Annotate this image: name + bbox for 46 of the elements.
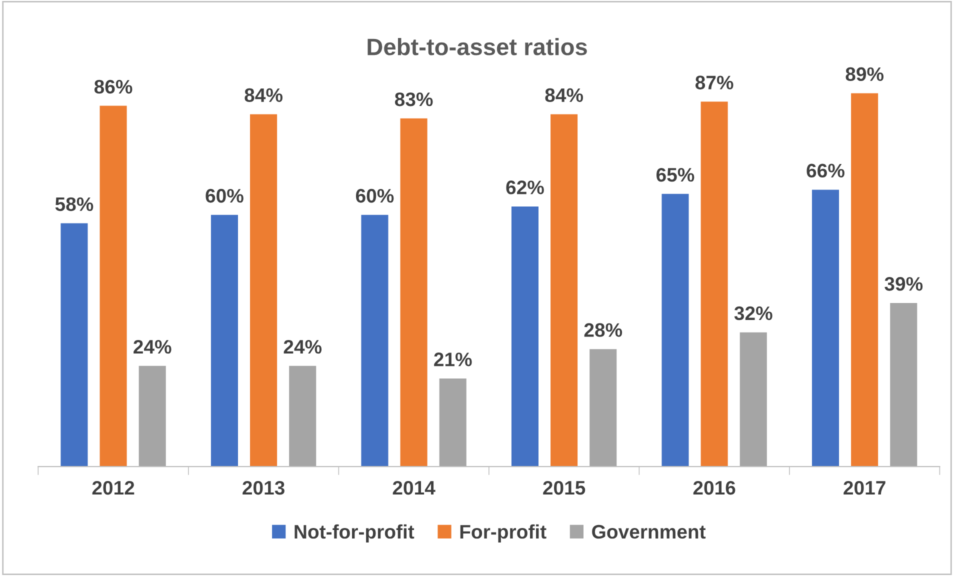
- bar: [812, 190, 840, 467]
- data-label: 84%: [244, 88, 282, 102]
- x-tick-label: 2013: [242, 480, 284, 495]
- data-label: 24%: [284, 340, 322, 354]
- data-label: 86%: [94, 80, 132, 94]
- bar: [590, 349, 617, 467]
- legend-label: For-profit: [460, 524, 546, 543]
- legend-label: Government: [592, 524, 706, 539]
- x-tick-label: 2017: [844, 480, 886, 495]
- data-label: 60%: [356, 188, 394, 203]
- bar: [851, 93, 878, 467]
- legend-label: Not-for-profit: [294, 524, 414, 543]
- data-label: 58%: [55, 197, 94, 212]
- data-label: 60%: [206, 188, 244, 203]
- bar: [890, 302, 918, 467]
- bar: [361, 214, 388, 467]
- bar: [400, 118, 428, 467]
- bar: [289, 366, 316, 467]
- data-label: 21%: [434, 352, 472, 366]
- bar: [740, 332, 767, 467]
- bar: [138, 366, 166, 467]
- bar: [550, 114, 578, 467]
- bar: [511, 206, 539, 467]
- bar: [60, 223, 88, 467]
- data-label: 84%: [545, 88, 583, 102]
- bar: [100, 106, 127, 467]
- data-label: 65%: [656, 168, 694, 182]
- bar: [250, 114, 278, 467]
- bar: [210, 214, 238, 467]
- bar: [700, 102, 728, 467]
- data-label: 28%: [584, 323, 622, 337]
- bar: [439, 378, 466, 467]
- x-tick-label: 2012: [92, 480, 134, 495]
- data-label: 83%: [394, 92, 433, 106]
- data-label: 87%: [695, 76, 734, 90]
- chart-title: Debt-to-asset ratios: [368, 38, 587, 56]
- data-label: 62%: [506, 180, 544, 194]
- x-tick-label: 2015: [543, 480, 586, 495]
- data-label: 39%: [884, 277, 923, 291]
- bar: [662, 194, 689, 467]
- x-tick-label: 2014: [392, 480, 436, 495]
- data-label: 89%: [846, 67, 884, 82]
- data-label: 24%: [134, 340, 172, 354]
- data-label: 66%: [806, 164, 844, 178]
- data-label: 32%: [734, 306, 772, 320]
- x-tick-label: 2016: [693, 480, 736, 495]
